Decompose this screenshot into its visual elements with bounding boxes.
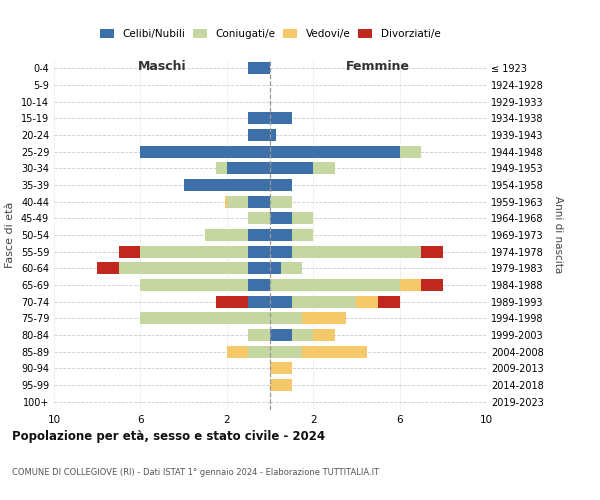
- Bar: [270, 146, 400, 158]
- Y-axis label: Anni di nascita: Anni di nascita: [553, 196, 563, 274]
- Bar: [224, 196, 227, 207]
- Bar: [248, 196, 270, 207]
- Bar: [248, 112, 270, 124]
- Text: Femmine: Femmine: [346, 60, 410, 73]
- Bar: [270, 179, 292, 191]
- Bar: [270, 312, 302, 324]
- Bar: [270, 162, 313, 174]
- Bar: [270, 196, 292, 207]
- Bar: [248, 62, 270, 74]
- Bar: [400, 146, 421, 158]
- Bar: [302, 346, 367, 358]
- Bar: [270, 229, 292, 241]
- Bar: [248, 329, 270, 341]
- Bar: [270, 246, 292, 258]
- Bar: [270, 296, 292, 308]
- Bar: [248, 296, 270, 308]
- Bar: [248, 279, 270, 291]
- Text: Maschi: Maschi: [137, 60, 187, 73]
- Bar: [140, 246, 248, 258]
- Bar: [248, 212, 270, 224]
- Bar: [216, 296, 248, 308]
- Bar: [421, 246, 443, 258]
- Bar: [270, 129, 277, 141]
- Bar: [270, 362, 292, 374]
- Bar: [302, 312, 346, 324]
- Text: COMUNE DI COLLEGIOVE (RI) - Dati ISTAT 1° gennaio 2024 - Elaborazione TUTTITALIA: COMUNE DI COLLEGIOVE (RI) - Dati ISTAT 1…: [12, 468, 379, 477]
- Bar: [270, 379, 292, 391]
- Bar: [313, 329, 335, 341]
- Bar: [248, 262, 270, 274]
- Bar: [119, 246, 140, 258]
- Bar: [227, 162, 270, 174]
- Bar: [140, 279, 248, 291]
- Legend: Celibi/Nubili, Coniugati/e, Vedovi/e, Divorziati/e: Celibi/Nubili, Coniugati/e, Vedovi/e, Di…: [95, 25, 445, 44]
- Bar: [270, 112, 292, 124]
- Bar: [227, 196, 248, 207]
- Bar: [270, 329, 292, 341]
- Bar: [270, 262, 281, 274]
- Bar: [270, 212, 292, 224]
- Bar: [205, 229, 248, 241]
- Bar: [248, 129, 270, 141]
- Bar: [227, 346, 248, 358]
- Bar: [292, 212, 313, 224]
- Bar: [356, 296, 378, 308]
- Bar: [140, 312, 270, 324]
- Text: Popolazione per età, sesso e stato civile - 2024: Popolazione per età, sesso e stato civil…: [12, 430, 325, 443]
- Bar: [140, 146, 270, 158]
- Bar: [248, 229, 270, 241]
- Bar: [292, 229, 313, 241]
- Bar: [248, 246, 270, 258]
- Bar: [292, 329, 313, 341]
- Bar: [248, 346, 270, 358]
- Bar: [313, 162, 335, 174]
- Bar: [216, 162, 227, 174]
- Bar: [270, 346, 302, 358]
- Bar: [400, 279, 421, 291]
- Bar: [184, 179, 270, 191]
- Y-axis label: Fasce di età: Fasce di età: [5, 202, 15, 268]
- Bar: [281, 262, 302, 274]
- Bar: [270, 279, 400, 291]
- Bar: [421, 279, 443, 291]
- Bar: [119, 262, 248, 274]
- Bar: [292, 296, 356, 308]
- Bar: [378, 296, 400, 308]
- Bar: [97, 262, 119, 274]
- Bar: [292, 246, 421, 258]
